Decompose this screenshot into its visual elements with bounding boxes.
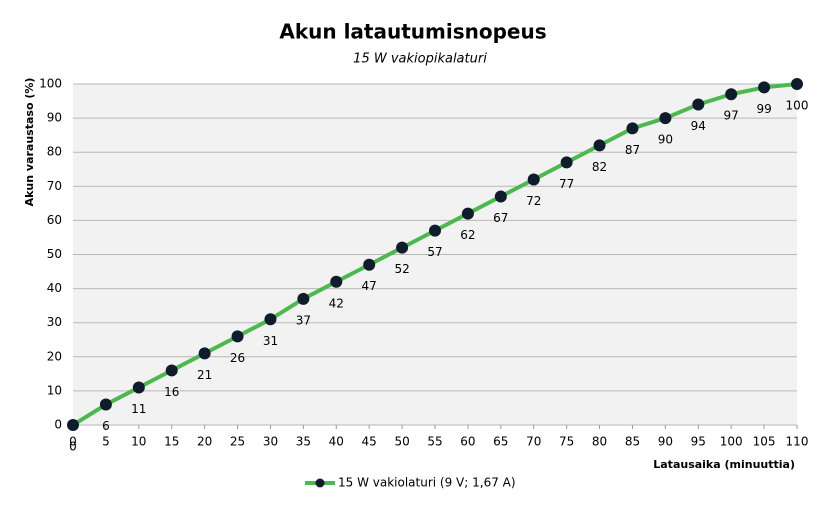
y-tick-label: 70 — [47, 179, 62, 193]
data-point — [560, 156, 573, 169]
data-label: 11 — [131, 402, 146, 416]
data-label: 100 — [786, 99, 809, 113]
data-label: 82 — [592, 160, 607, 174]
data-label: 57 — [427, 245, 442, 259]
x-tick-label: 100 — [720, 435, 743, 449]
data-label: 31 — [263, 334, 278, 348]
data-point — [626, 122, 639, 135]
x-tick-label: 90 — [658, 435, 673, 449]
x-tick-label: 0 — [69, 435, 77, 449]
y-tick-label: 30 — [47, 315, 62, 329]
data-label: 37 — [296, 313, 311, 327]
data-label: 62 — [460, 228, 475, 242]
legend-label: 15 W vakiolaturi (9 V; 1,67 A) — [338, 476, 516, 490]
legend-marker — [315, 478, 325, 488]
data-label: 16 — [164, 385, 179, 399]
data-label: 42 — [329, 296, 344, 310]
x-tick-label: 55 — [427, 435, 442, 449]
x-tick-label: 65 — [493, 435, 508, 449]
data-point — [198, 347, 211, 360]
data-label: 90 — [658, 133, 673, 147]
chart-title: Akun latautumisnopeus — [279, 20, 546, 44]
data-point — [593, 139, 606, 152]
data-point — [396, 241, 409, 254]
data-point — [791, 78, 803, 90]
data-label: 72 — [526, 194, 541, 208]
y-tick-label: 60 — [47, 213, 62, 227]
data-point — [429, 224, 441, 237]
data-point — [67, 419, 79, 431]
data-point — [165, 364, 178, 377]
x-tick-label: 25 — [230, 435, 245, 449]
x-tick-label: 40 — [329, 435, 344, 449]
x-tick-label: 95 — [691, 435, 706, 449]
x-tick-label: 50 — [394, 435, 409, 449]
data-point — [659, 112, 672, 125]
data-label: 97 — [724, 109, 739, 123]
x-tick-label: 80 — [592, 435, 607, 449]
data-point — [297, 292, 310, 305]
data-point — [494, 190, 507, 203]
x-tick-label: 110 — [786, 435, 809, 449]
data-point — [758, 81, 771, 94]
data-label: 94 — [691, 119, 706, 133]
y-tick-label: 40 — [47, 281, 62, 295]
x-tick-label: 70 — [526, 435, 541, 449]
y-tick-label: 50 — [47, 247, 62, 261]
x-tick-label: 35 — [296, 435, 311, 449]
data-label: 0 — [69, 440, 77, 454]
chart-subtitle: 15 W vakiopikalaturi — [353, 52, 487, 67]
data-point — [132, 381, 145, 394]
y-tick-label: 10 — [47, 383, 62, 397]
data-label: 47 — [362, 279, 377, 293]
y-axis-label: Akun varaustaso (%) — [23, 78, 36, 207]
x-tick-label: 105 — [753, 435, 776, 449]
data-label: 99 — [756, 102, 771, 116]
data-point — [330, 275, 343, 288]
y-tick-label: 0 — [54, 418, 62, 432]
data-label: 52 — [394, 262, 409, 276]
x-tick-label: 60 — [460, 435, 475, 449]
data-label: 21 — [197, 368, 212, 382]
x-tick-label: 10 — [131, 435, 146, 449]
data-point — [264, 313, 277, 326]
x-tick-label: 5 — [102, 435, 110, 449]
x-tick-label: 15 — [164, 435, 179, 449]
x-axis-label: Latausaika (minuuttia) — [653, 458, 795, 471]
y-tick-label: 90 — [47, 111, 62, 125]
data-point — [692, 98, 705, 111]
x-tick-label: 75 — [559, 435, 574, 449]
data-label: 67 — [493, 211, 508, 225]
data-point — [527, 173, 540, 186]
x-tick-label: 85 — [625, 435, 640, 449]
data-point — [363, 258, 376, 271]
data-label: 77 — [559, 177, 574, 191]
x-tick-label: 45 — [362, 435, 377, 449]
data-point — [231, 330, 244, 343]
data-point — [99, 398, 112, 411]
data-label: 87 — [625, 143, 640, 157]
x-tick-label: 20 — [197, 435, 212, 449]
data-label: 26 — [230, 351, 245, 365]
data-point — [461, 207, 474, 220]
y-tick-label: 100 — [39, 77, 62, 91]
data-point — [725, 88, 738, 101]
data-label: 6 — [102, 419, 110, 433]
x-tick-label: 30 — [263, 435, 278, 449]
y-tick-label: 80 — [47, 145, 62, 159]
y-tick-label: 20 — [47, 349, 62, 363]
